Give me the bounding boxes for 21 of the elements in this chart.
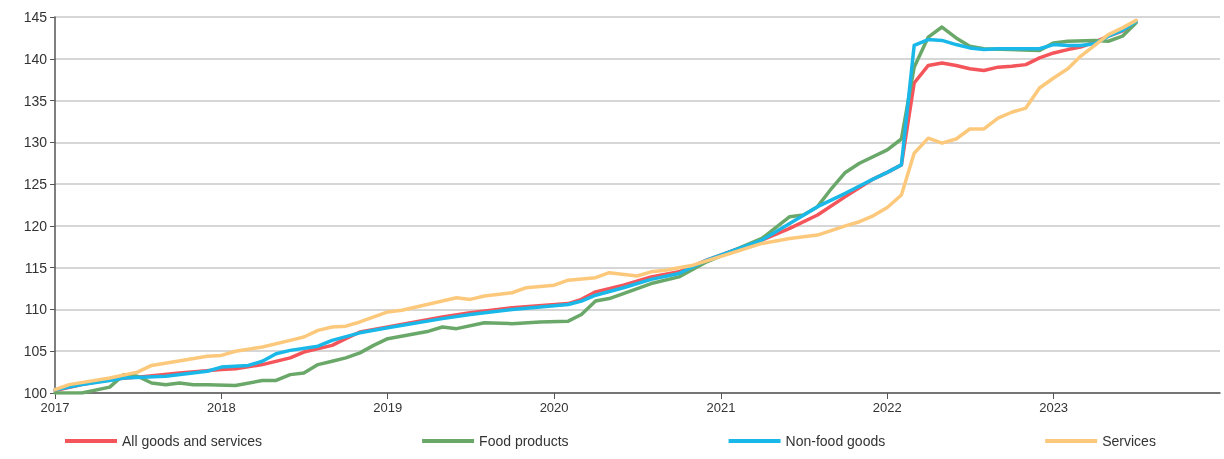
x-tick-label: 2023 <box>1039 400 1069 415</box>
legend-label: Food products <box>479 433 569 449</box>
x-tick-label: 2019 <box>373 400 403 415</box>
x-tick-label: 2022 <box>872 400 902 415</box>
y-tick-label: 135 <box>23 92 48 109</box>
y-tick-label: 120 <box>23 217 48 234</box>
y-tick-label: 125 <box>23 176 48 193</box>
y-tick-label: 110 <box>24 301 48 318</box>
x-tick-label: 2021 <box>706 400 736 415</box>
y-tick-label: 100 <box>23 385 48 401</box>
y-tick-label: 115 <box>24 259 48 276</box>
y-tick-label: 130 <box>23 134 48 151</box>
y-tick-label: 140 <box>23 50 48 67</box>
legend-label: Services <box>1102 433 1156 449</box>
y-tick-label: 145 <box>23 9 48 25</box>
x-tick-label: 2020 <box>539 400 569 415</box>
x-tick-label: 2017 <box>40 400 70 415</box>
y-tick-label: 105 <box>23 343 48 360</box>
legend-label: Non-food goods <box>785 433 886 449</box>
legend-label: All goods and services <box>122 433 263 449</box>
x-tick-label: 2018 <box>206 400 236 415</box>
